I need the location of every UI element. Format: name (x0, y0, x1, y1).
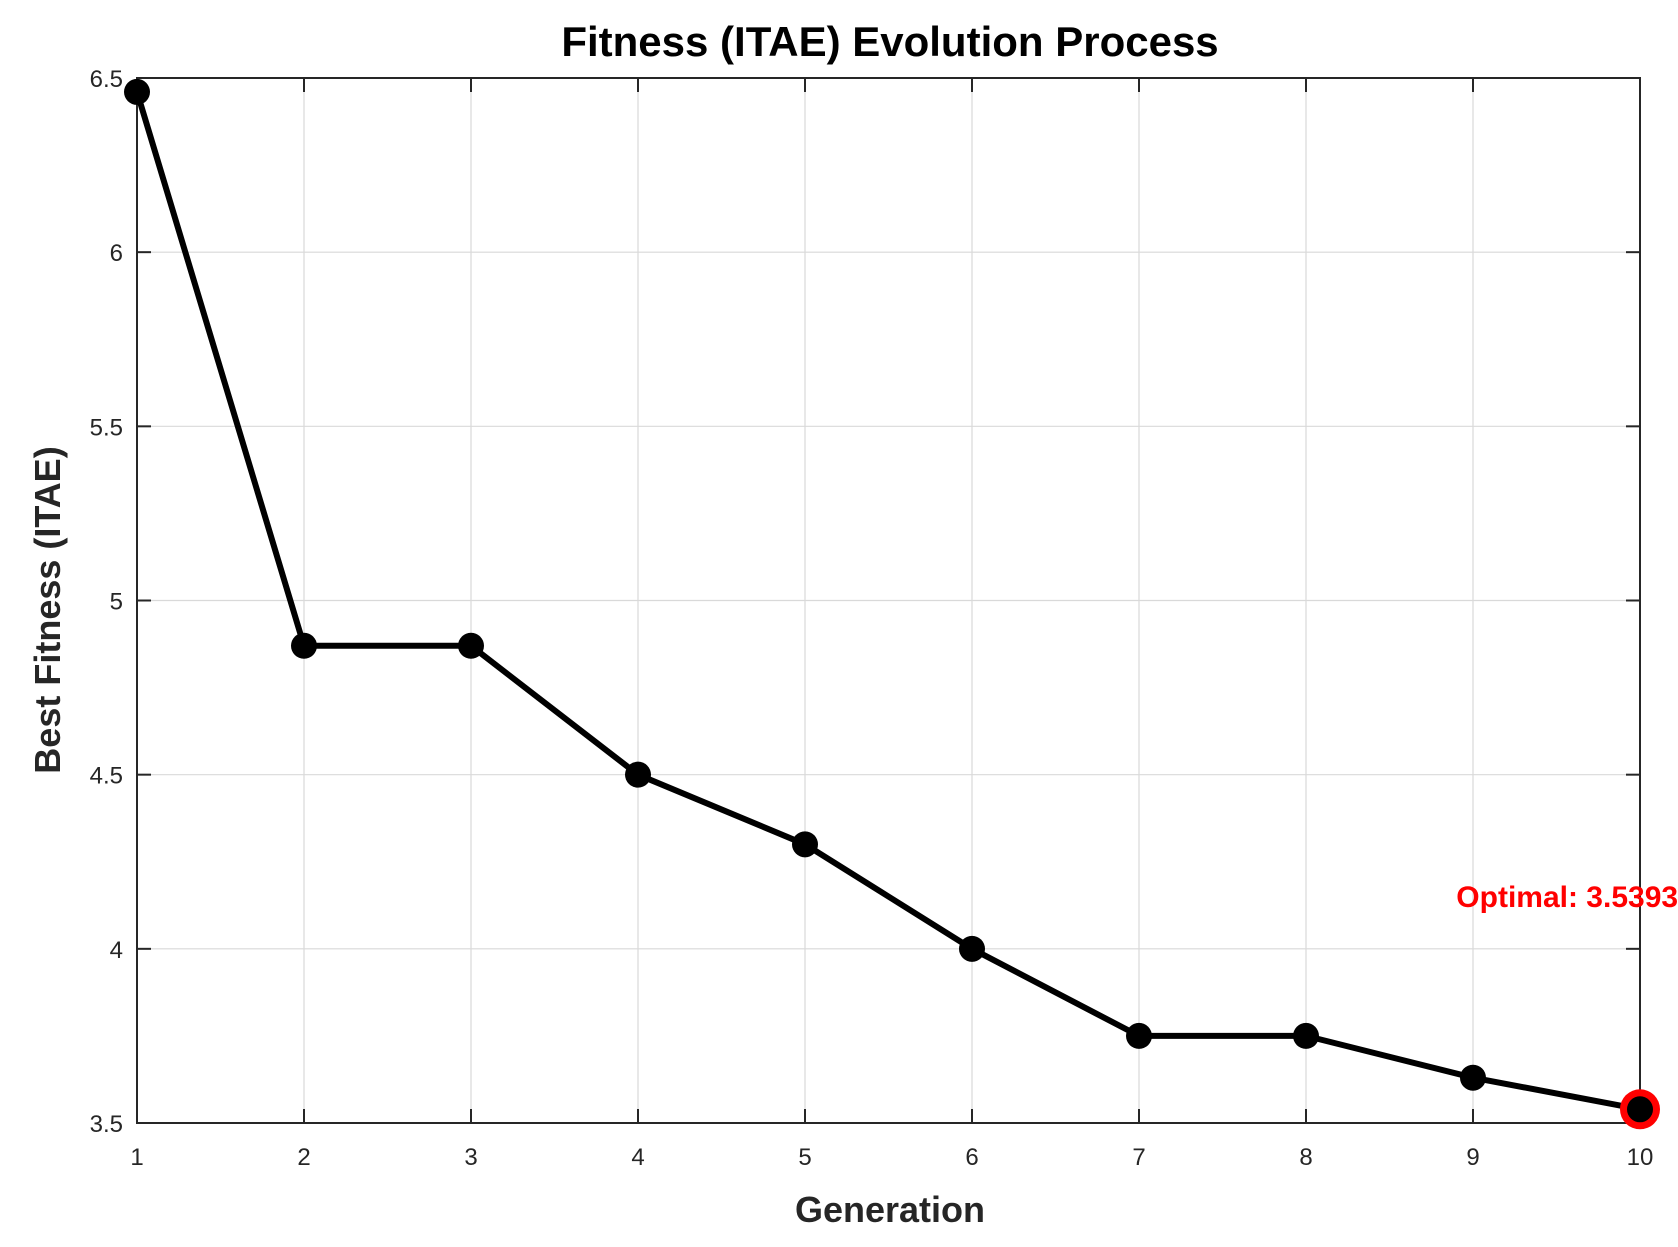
y-tick-label: 5 (110, 589, 123, 616)
data-point (291, 632, 317, 659)
y-tick-label: 6.5 (90, 66, 123, 93)
x-tick-label: 2 (297, 1144, 310, 1171)
x-tick-label: 8 (1299, 1144, 1312, 1171)
y-axis-label: Best Fitness (ITAE) (27, 446, 68, 773)
x-tick-label: 4 (631, 1144, 644, 1171)
optimal-annotation: Optimal: 3.5393 (Gen 10) (1456, 881, 1678, 914)
y-tick-label: 6 (110, 240, 123, 267)
series-best-fitness (134, 88, 1643, 1113)
x-axis-label: Generation (795, 1189, 985, 1230)
data-point (959, 935, 985, 962)
y-tick-label: 5.5 (90, 414, 123, 441)
x-tick-label: 6 (965, 1144, 978, 1171)
data-point (1293, 1022, 1319, 1049)
data-point (1460, 1064, 1486, 1091)
y-tick-label: 4.5 (90, 763, 123, 790)
data-point (625, 761, 651, 788)
data-point (124, 78, 150, 105)
y-tick-label: 4 (110, 937, 123, 964)
series-line (134, 88, 1643, 1113)
x-tick-label: 3 (464, 1144, 477, 1171)
x-tick-label: 1 (130, 1144, 143, 1171)
chart-title: Fitness (ITAE) Evolution Process (561, 18, 1218, 65)
x-tick-label: 10 (1627, 1144, 1654, 1171)
annotations: Optimal: 3.5393 (Gen 10) (1456, 881, 1678, 914)
optimal-highlight (124, 78, 1660, 1130)
x-tick-label: 7 (1132, 1144, 1145, 1171)
data-point (1126, 1022, 1152, 1049)
x-tick-label: 9 (1466, 1144, 1479, 1171)
y-tick-label: 3.5 (90, 1111, 123, 1138)
data-point (1627, 1096, 1653, 1123)
data-point (458, 632, 484, 659)
data-point (792, 831, 818, 858)
x-tick-label: 5 (798, 1144, 811, 1171)
axis-ticks: 1 2 3 4 5 6 7 8 9 10 3.5 4 4.5 5 5.5 6 6.5 (90, 66, 1654, 1171)
